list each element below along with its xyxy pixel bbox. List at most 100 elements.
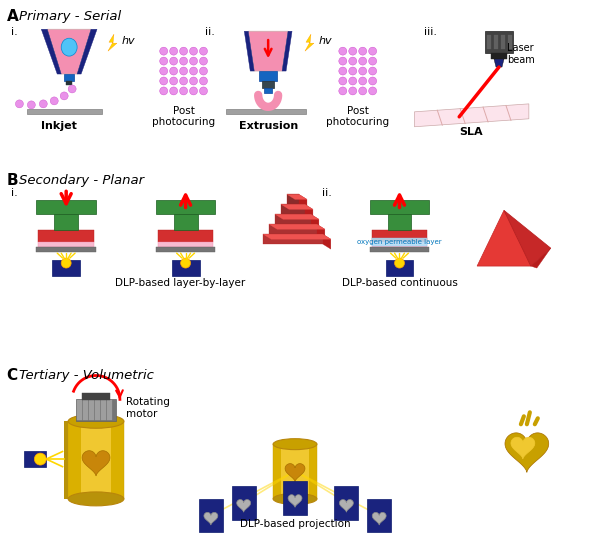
Circle shape bbox=[190, 67, 197, 75]
Circle shape bbox=[339, 57, 347, 65]
Circle shape bbox=[368, 47, 377, 55]
Circle shape bbox=[160, 77, 167, 85]
Circle shape bbox=[359, 47, 367, 55]
Circle shape bbox=[68, 85, 76, 93]
Circle shape bbox=[61, 258, 71, 268]
Text: C: C bbox=[7, 367, 17, 382]
Circle shape bbox=[200, 87, 208, 95]
Text: Post
photocuring: Post photocuring bbox=[152, 106, 215, 128]
Text: ii.: ii. bbox=[322, 189, 332, 199]
Bar bbox=[158, 230, 214, 242]
Bar bbox=[283, 481, 307, 515]
Polygon shape bbox=[505, 433, 549, 472]
Polygon shape bbox=[477, 210, 531, 266]
Polygon shape bbox=[108, 34, 117, 51]
Bar bbox=[287, 194, 299, 204]
Circle shape bbox=[368, 57, 377, 65]
Polygon shape bbox=[494, 59, 504, 67]
Circle shape bbox=[190, 47, 197, 55]
Text: Extrusion: Extrusion bbox=[239, 121, 298, 131]
Circle shape bbox=[179, 87, 188, 95]
Circle shape bbox=[179, 67, 188, 75]
Polygon shape bbox=[372, 512, 386, 525]
Polygon shape bbox=[64, 421, 68, 499]
Text: Secondary - Planar: Secondary - Planar bbox=[19, 174, 145, 186]
Text: B: B bbox=[7, 173, 18, 188]
Text: Laser
beam: Laser beam bbox=[507, 43, 535, 65]
Bar bbox=[158, 242, 214, 247]
Text: hv: hv bbox=[319, 36, 332, 46]
Circle shape bbox=[339, 77, 347, 85]
Bar bbox=[262, 81, 274, 88]
Bar bbox=[281, 444, 309, 499]
Text: oxygen permeable layer: oxygen permeable layer bbox=[357, 239, 442, 245]
Circle shape bbox=[170, 47, 178, 55]
Bar bbox=[107, 400, 112, 420]
Polygon shape bbox=[340, 500, 353, 512]
Circle shape bbox=[190, 87, 197, 95]
Circle shape bbox=[349, 67, 357, 75]
Bar bbox=[66, 81, 72, 85]
Circle shape bbox=[160, 57, 167, 65]
Text: ii.: ii. bbox=[205, 27, 215, 37]
Circle shape bbox=[349, 87, 357, 95]
Circle shape bbox=[395, 258, 404, 268]
Bar bbox=[101, 400, 106, 420]
Polygon shape bbox=[288, 495, 302, 507]
Bar bbox=[37, 247, 96, 252]
Text: Tertiary - Volumetric: Tertiary - Volumetric bbox=[19, 369, 154, 381]
Bar bbox=[156, 200, 215, 214]
Bar bbox=[371, 230, 427, 242]
Polygon shape bbox=[311, 214, 319, 229]
Circle shape bbox=[359, 57, 367, 65]
Circle shape bbox=[28, 101, 35, 109]
Polygon shape bbox=[41, 29, 61, 74]
Bar bbox=[259, 71, 277, 81]
Circle shape bbox=[359, 87, 367, 95]
Circle shape bbox=[160, 87, 167, 95]
Polygon shape bbox=[305, 204, 313, 219]
Circle shape bbox=[50, 97, 58, 105]
Polygon shape bbox=[281, 204, 313, 209]
Bar bbox=[386, 260, 413, 276]
Circle shape bbox=[368, 77, 377, 85]
Bar bbox=[273, 444, 317, 499]
Bar bbox=[68, 421, 124, 499]
Polygon shape bbox=[248, 31, 288, 71]
Circle shape bbox=[40, 100, 47, 108]
Bar bbox=[508, 35, 512, 49]
Polygon shape bbox=[236, 500, 251, 512]
Bar bbox=[263, 234, 323, 244]
Bar bbox=[25, 451, 46, 467]
Circle shape bbox=[181, 258, 191, 268]
Polygon shape bbox=[415, 104, 529, 127]
Polygon shape bbox=[285, 463, 305, 482]
Circle shape bbox=[339, 47, 347, 55]
Circle shape bbox=[200, 67, 208, 75]
Ellipse shape bbox=[61, 38, 77, 56]
Bar bbox=[491, 53, 507, 59]
Ellipse shape bbox=[68, 415, 124, 428]
Circle shape bbox=[368, 87, 377, 95]
Bar bbox=[281, 204, 305, 214]
Circle shape bbox=[359, 67, 367, 75]
Ellipse shape bbox=[68, 492, 124, 506]
Circle shape bbox=[34, 453, 46, 465]
Bar bbox=[226, 109, 306, 114]
Bar bbox=[54, 214, 78, 230]
Text: Inkjet: Inkjet bbox=[41, 121, 77, 131]
Circle shape bbox=[190, 77, 197, 85]
Bar bbox=[83, 400, 88, 420]
Bar bbox=[334, 486, 358, 519]
Circle shape bbox=[170, 77, 178, 85]
Bar bbox=[485, 31, 513, 53]
Bar bbox=[371, 238, 427, 246]
Circle shape bbox=[170, 57, 178, 65]
Polygon shape bbox=[531, 248, 551, 268]
Text: iii.: iii. bbox=[424, 27, 437, 37]
Polygon shape bbox=[504, 210, 551, 266]
Circle shape bbox=[200, 57, 208, 65]
Bar bbox=[38, 230, 94, 242]
Text: SLA: SLA bbox=[460, 127, 483, 137]
Text: i.: i. bbox=[11, 189, 18, 199]
